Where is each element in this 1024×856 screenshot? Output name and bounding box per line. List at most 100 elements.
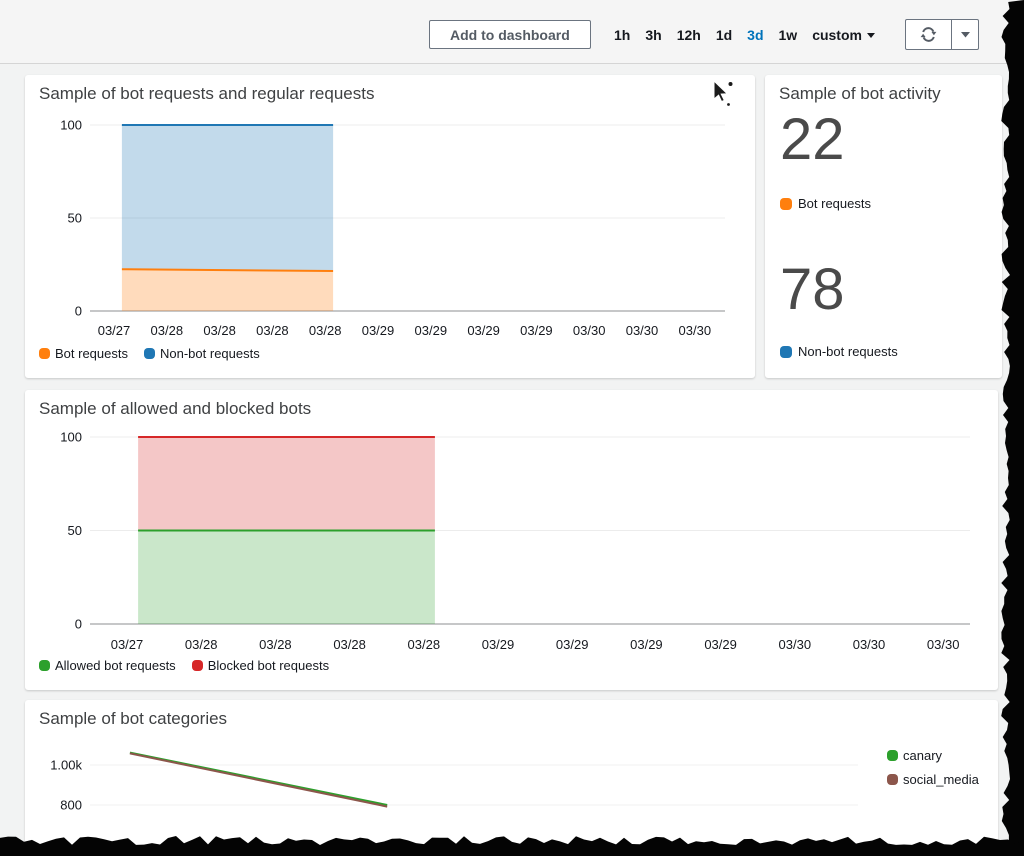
time-range-label: 3h <box>645 27 662 43</box>
x-tick-label: 03/29 <box>556 637 589 652</box>
legend-label: Allowed bot requests <box>55 658 176 673</box>
widget-title: Sample of bot activity <box>779 84 941 103</box>
refresh-options-button[interactable] <box>951 20 978 49</box>
x-tick-label: 03/27 <box>111 637 144 652</box>
y-tick-label: 50 <box>68 211 82 226</box>
mouse-cursor-icon <box>713 80 733 106</box>
add-to-dashboard-button[interactable]: Add to dashboard <box>429 20 591 49</box>
x-tick-label: 03/28 <box>203 323 236 338</box>
legend-item-non-bot-requests[interactable]: Non-bot requests <box>144 346 260 361</box>
x-tick-label: 03/28 <box>256 323 289 338</box>
time-range-3d[interactable]: 3d <box>747 27 763 43</box>
allowed-blocked-chart[interactable]: 0 50 100 03/27 03/28 03/28 03/28 03/28 03/29 03/2… <box>25 390 998 690</box>
time-range-label: 1h <box>614 27 631 43</box>
area-bot-requests <box>121 269 334 311</box>
time-range-1h[interactable]: 1h <box>614 27 630 43</box>
x-tick-label: 03/30 <box>573 323 606 338</box>
series-line-social_media <box>129 752 388 808</box>
time-range-3h[interactable]: 3h <box>645 27 661 43</box>
bot-categories-chart[interactable]: 1.00k 800 <box>25 700 998 856</box>
time-range-custom[interactable]: custom <box>812 27 875 43</box>
x-tick-label: 03/28 <box>259 637 292 652</box>
metric-bot-requests-value: 22 <box>780 107 845 172</box>
legend-dot <box>144 348 155 359</box>
time-range-1d[interactable]: 1d <box>716 27 732 43</box>
y-tick-label: 1.00k <box>50 758 82 773</box>
y-tick-label: 800 <box>60 798 82 813</box>
widget-title: Sample of allowed and blocked bots <box>39 399 312 418</box>
series-line <box>121 268 334 272</box>
time-range-label: 12h <box>676 27 701 43</box>
legend-label: canary <box>903 748 943 763</box>
chart-legend: canary social_media <box>887 748 979 787</box>
x-tick-label: 03/30 <box>853 637 886 652</box>
x-tick-label: 03/30 <box>927 637 960 652</box>
refresh-split-button <box>905 19 979 50</box>
x-tick-label: 03/28 <box>333 637 366 652</box>
widget-title: Sample of bot requests and regular reque… <box>39 84 375 103</box>
refresh-button[interactable] <box>906 20 951 49</box>
time-range-label: 1w <box>778 27 798 43</box>
x-tick-label: 03/29 <box>520 323 553 338</box>
legend-dot <box>191 660 203 671</box>
x-tick-label: 03/30 <box>679 323 712 338</box>
y-tick-label: 0 <box>75 617 82 632</box>
legend-dot <box>780 197 792 210</box>
legend-item-blocked-bot-requests[interactable]: Blocked bot requests <box>191 658 330 673</box>
legend-item-canary[interactable]: canary <box>887 748 942 763</box>
x-tick-label: 03/28 <box>309 323 342 338</box>
widget-title: Sample of bot categories <box>39 709 228 728</box>
legend-dot <box>780 345 792 358</box>
x-tick-label: 03/30 <box>626 323 659 338</box>
legend-dot <box>39 348 50 359</box>
widget-bot-categories: 1.00k 800 Sample of bot categories canary… <box>25 700 998 856</box>
metric-bot-requests-label-row: Bot requests <box>780 196 871 211</box>
metric-non-bot-requests-value: 78 <box>780 257 845 322</box>
time-range-selector: 1h 3h 12h 1d 3d 1w custom <box>614 20 875 50</box>
x-tick-label: 03/29 <box>415 323 448 338</box>
x-tick-label: 03/28 <box>408 637 441 652</box>
legend-dot <box>887 774 898 785</box>
legend-item-bot-requests[interactable]: Bot requests <box>39 346 128 361</box>
x-tick-label: 03/30 <box>779 637 812 652</box>
y-tick-label: 100 <box>60 430 82 445</box>
x-tick-label: 03/27 <box>98 323 131 338</box>
time-range-label: 1d <box>715 27 733 43</box>
y-tick-label: 50 <box>68 523 82 538</box>
x-tick-label: 03/29 <box>467 323 500 338</box>
x-tick-label: 03/29 <box>704 637 737 652</box>
legend-item-social-media[interactable]: social_media <box>887 772 979 787</box>
metric-non-bot-requests-label-row: Non-bot requests <box>780 344 898 359</box>
torn-edge-shape <box>1001 0 1024 856</box>
legend-item-allowed-bot-requests[interactable]: Allowed bot requests <box>39 658 176 673</box>
time-range-12h[interactable]: 12h <box>677 27 701 43</box>
area-non-bot-requests <box>121 125 334 271</box>
bot-requests-chart[interactable]: 0 50 100 03/27 03/28 03/28 03/28 03/28 03/29 03/2… <box>25 75 755 378</box>
legend-dot <box>39 660 50 671</box>
area-allowed-bot-requests <box>138 530 435 624</box>
widget-bot-activity: Sample of bot activity 22 Bot requests 7… <box>765 75 1002 378</box>
time-range-1w[interactable]: 1w <box>779 27 798 43</box>
legend-label: social_media <box>903 772 979 787</box>
metric-label: Bot requests <box>798 196 871 211</box>
legend-label: Non-bot requests <box>160 346 260 361</box>
metric-label: Non-bot requests <box>798 344 898 359</box>
area-blocked-bot-requests <box>138 437 435 531</box>
legend-dot <box>887 750 898 761</box>
legend-label: Blocked bot requests <box>207 658 330 673</box>
chevron-down-icon <box>960 31 970 37</box>
y-tick-label: 0 <box>75 304 82 319</box>
time-range-label: custom <box>812 27 862 43</box>
refresh-icon <box>920 27 937 42</box>
legend-label: Bot requests <box>55 346 128 361</box>
x-tick-label: 03/28 <box>185 637 218 652</box>
x-tick-label: 03/29 <box>482 637 515 652</box>
chart-legend: Allowed bot requests Blocked bot requests <box>39 658 329 673</box>
widget-allowed-blocked: 0 50 100 03/27 03/28 03/28 03/28 03/28 03/29 03/2… <box>25 390 998 690</box>
x-tick-label: 03/28 <box>151 323 184 338</box>
caret-down-icon <box>866 32 875 38</box>
y-tick-label: 100 <box>60 118 82 133</box>
widget-bot-requests: 0 50 100 03/27 03/28 03/28 03/28 03/28 03/29 03/2… <box>25 75 755 378</box>
chart-legend: Bot requests Non-bot requests <box>39 346 260 361</box>
